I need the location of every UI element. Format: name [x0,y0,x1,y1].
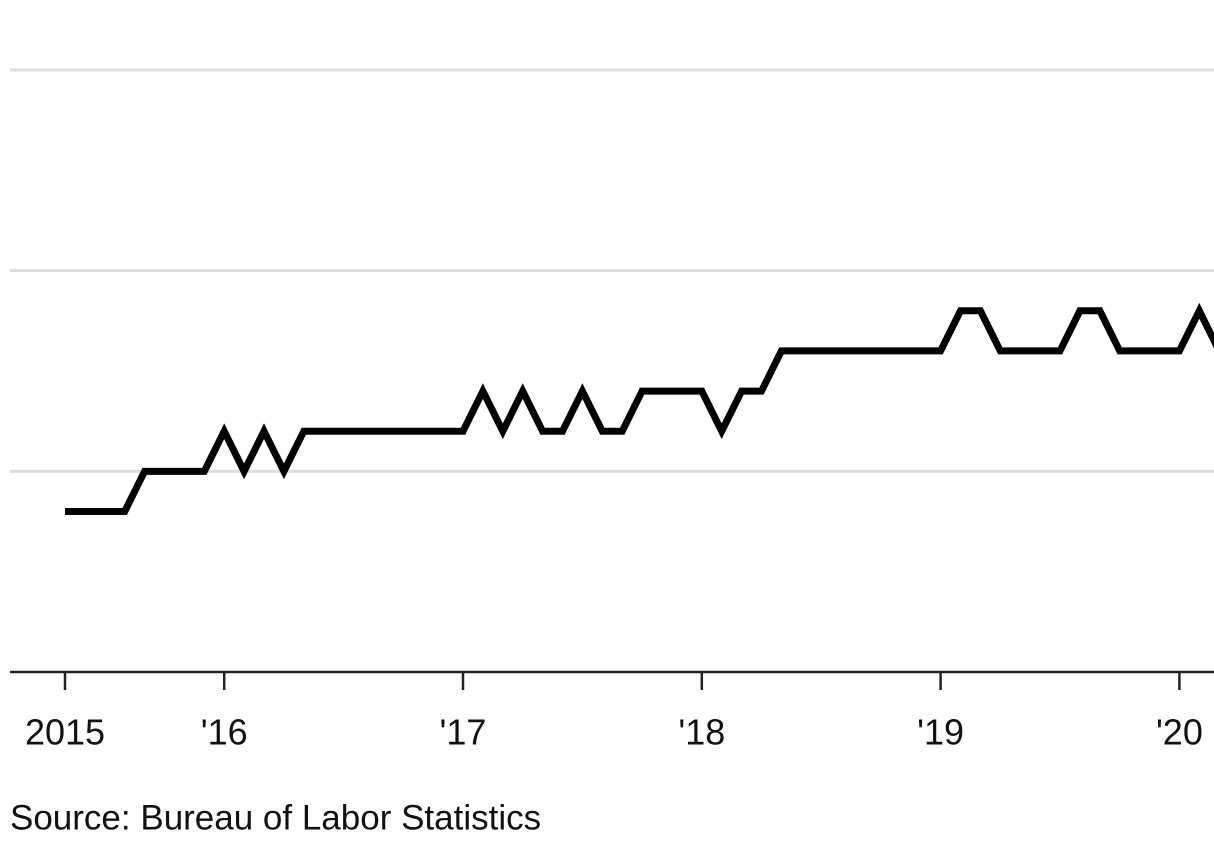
x-tick-label: '18 [678,712,725,753]
x-tick-label: '16 [201,712,248,753]
x-tick-label: '19 [917,712,964,753]
source-note: Source: Bureau of Labor Statistics [10,798,541,837]
data-line [65,302,1214,515]
x-tick-label: '20 [1156,712,1203,753]
x-tick-label: 2015 [25,712,105,753]
x-tick-label: '17 [440,712,487,753]
